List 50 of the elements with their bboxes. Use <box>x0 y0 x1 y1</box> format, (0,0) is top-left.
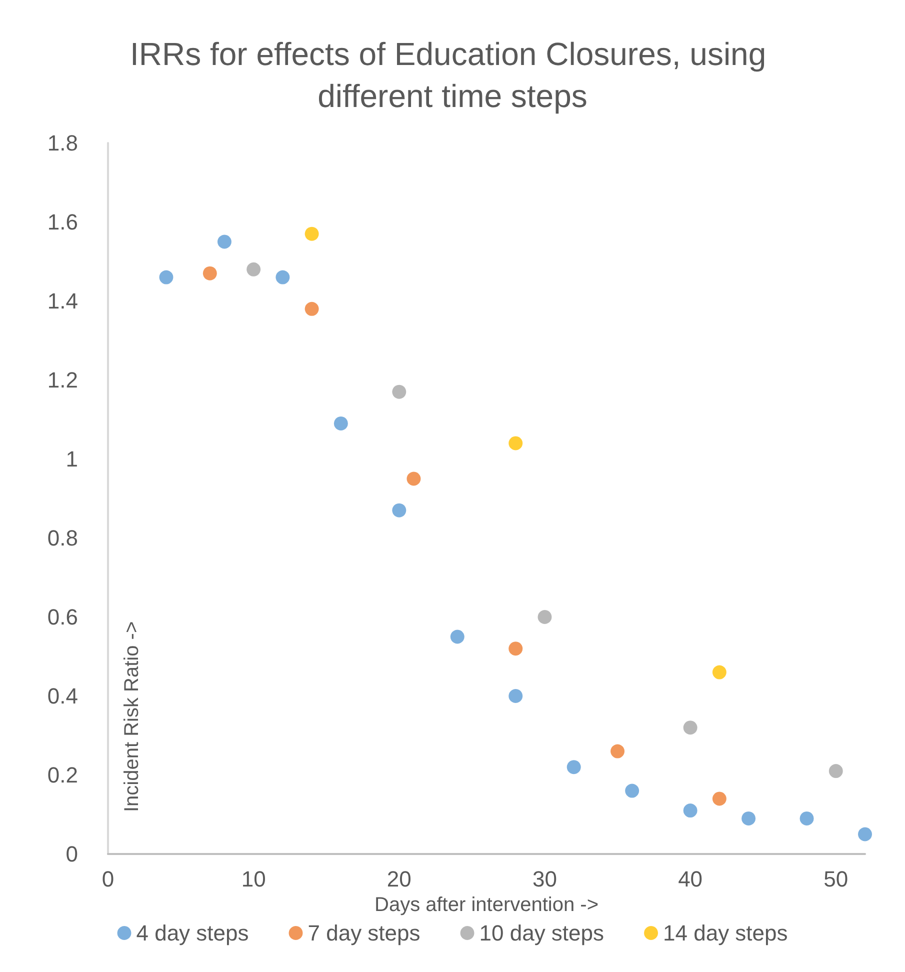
y-axis-title: Incident Risk Ratio -> <box>121 621 143 812</box>
y-tick-label: 1 <box>66 446 78 472</box>
point <box>538 610 552 624</box>
point <box>742 811 756 826</box>
point <box>406 472 421 486</box>
legend-label: 10 day steps <box>479 920 604 946</box>
point <box>304 302 319 316</box>
x-tick-label: 10 <box>241 866 266 892</box>
point <box>202 266 217 280</box>
point <box>828 764 843 778</box>
point <box>508 689 523 703</box>
y-tick-label: 0.8 <box>47 526 78 550</box>
legend-label: 14 day steps <box>663 920 788 946</box>
legend-label: 4 day steps <box>136 920 249 946</box>
chart-title: IRRs for effects of Education Closures, using different time steps <box>130 36 776 114</box>
point <box>246 262 261 276</box>
x-tick-label: 30 <box>532 866 557 892</box>
point <box>610 744 625 758</box>
point <box>392 384 406 399</box>
y-tick-label: 0.4 <box>47 684 78 708</box>
point <box>217 234 232 249</box>
y-tick-label: 1.8 <box>47 130 78 156</box>
x-tick-label: 50 <box>824 866 848 892</box>
point <box>712 665 726 680</box>
point <box>304 226 319 241</box>
point <box>334 416 348 430</box>
point <box>625 784 640 798</box>
y-tick-label: 1.2 <box>47 368 78 392</box>
point <box>159 270 174 284</box>
point <box>712 792 726 806</box>
y-tick-label: 0.2 <box>47 762 78 788</box>
point <box>392 503 406 518</box>
x-tick-label: 0 <box>102 866 114 892</box>
point <box>450 630 464 644</box>
point <box>683 804 698 818</box>
x-axis-title: Days after intervention -> <box>374 894 598 916</box>
point <box>508 436 523 450</box>
point <box>508 642 523 656</box>
y-tick-label: 0 <box>66 842 78 866</box>
x-tick-label: 40 <box>678 866 703 892</box>
x-tick-label: 20 <box>386 866 412 892</box>
y-tick-label: 0.6 <box>47 604 78 630</box>
legend-label: 7 day steps <box>308 920 420 946</box>
point <box>800 811 814 826</box>
y-tick-label: 1.6 <box>47 210 78 234</box>
point <box>683 720 698 735</box>
point <box>566 760 581 774</box>
point <box>276 270 290 284</box>
point <box>858 827 872 842</box>
y-tick-label: 1.4 <box>47 288 78 314</box>
